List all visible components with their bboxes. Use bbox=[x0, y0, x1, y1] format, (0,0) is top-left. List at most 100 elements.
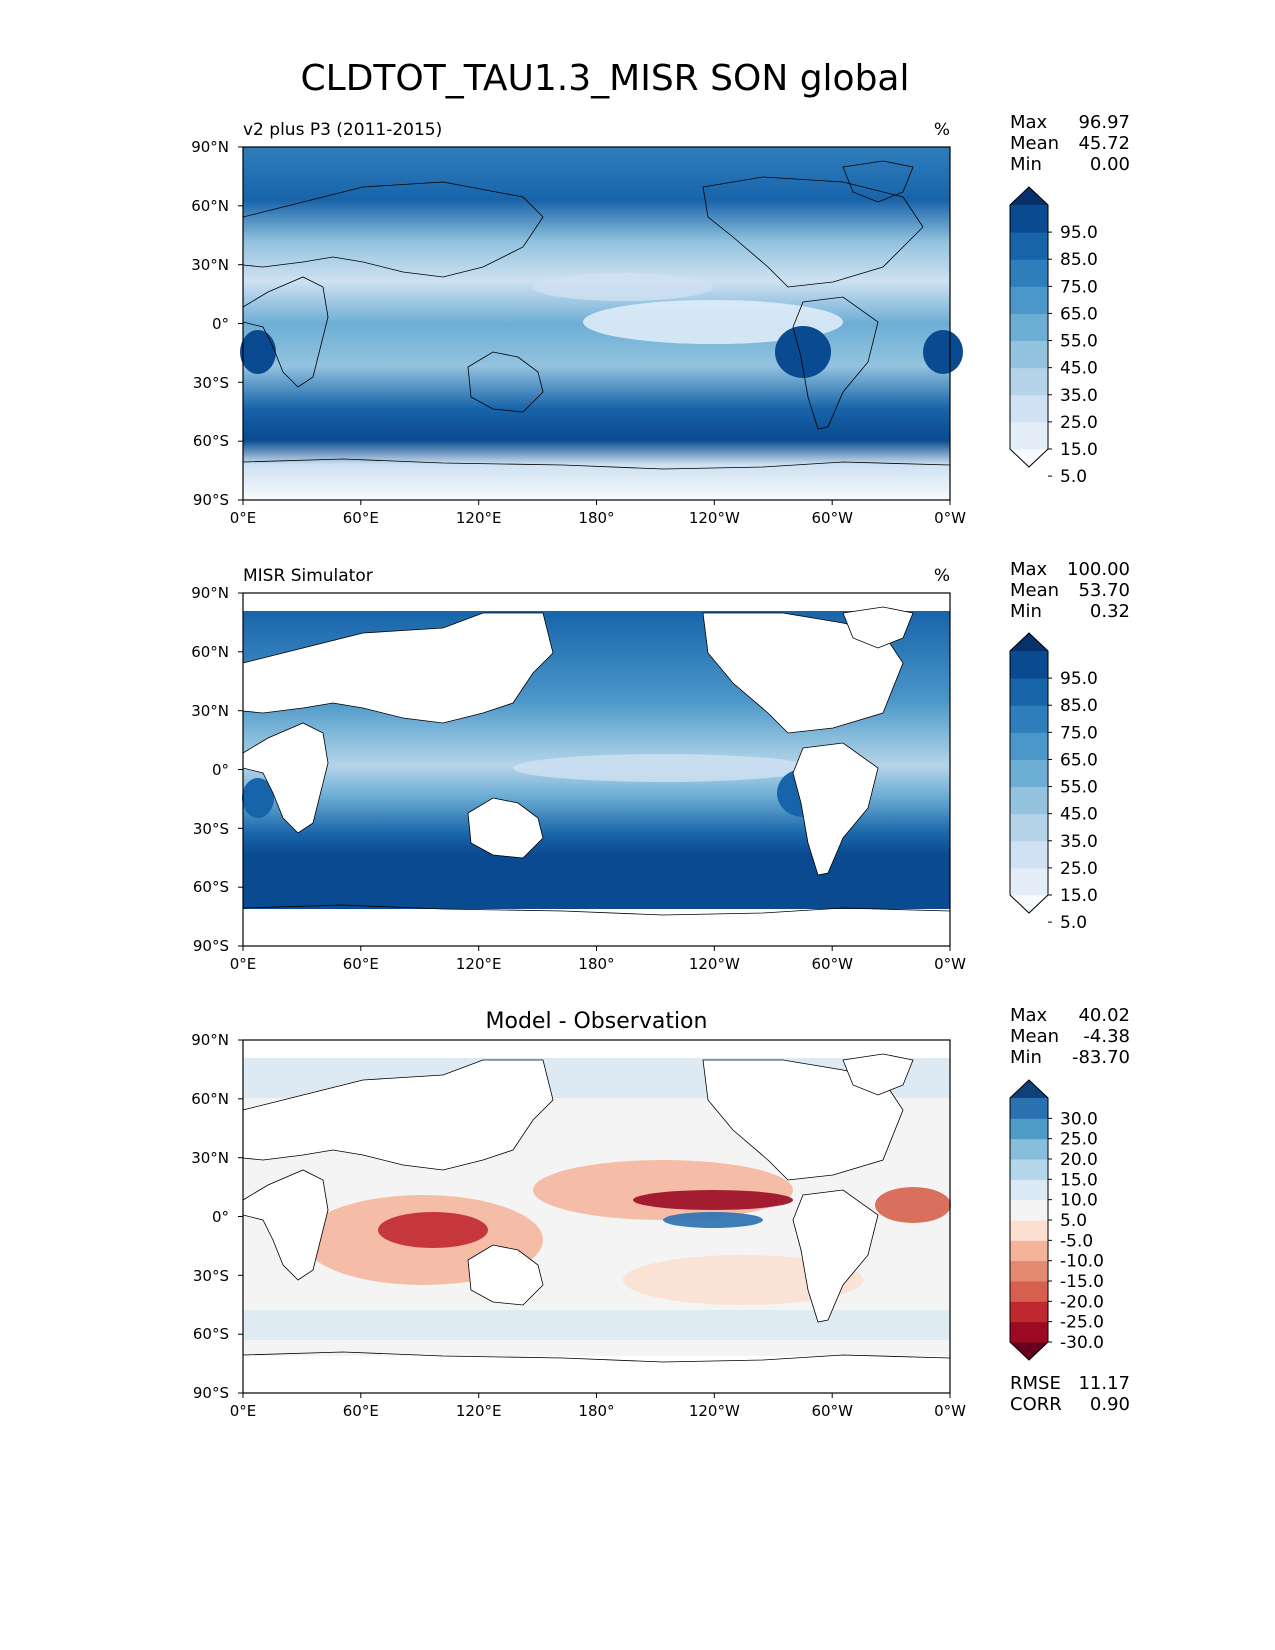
lat-tick-label: 90°N bbox=[191, 584, 229, 602]
field-feature bbox=[775, 326, 831, 378]
colorbar-segment bbox=[1010, 813, 1048, 842]
panel-observation: MISR Simulator % 90°N 60°N 30°N 0° bbox=[191, 566, 966, 973]
lon-tick-label: 60°W bbox=[811, 509, 853, 527]
stat-value: 96.97 bbox=[1078, 112, 1130, 133]
lon-tick-label: 0°W bbox=[934, 509, 966, 527]
colorbar-label: 25.0 bbox=[1060, 859, 1098, 879]
panel-units: % bbox=[934, 566, 950, 586]
land-australia bbox=[467, 1244, 544, 1306]
stat-value: 100.00 bbox=[1067, 559, 1130, 580]
rmse-value: 11.17 bbox=[1078, 1373, 1130, 1394]
colorbar-label: 5.0 bbox=[1060, 467, 1087, 487]
coastline-antarctica bbox=[242, 1351, 951, 1363]
field-feature bbox=[633, 1190, 793, 1210]
colorbar-difference: 30.025.020.015.010.05.0-5.0-10.0-15.0-20… bbox=[1009, 1079, 1104, 1361]
field-feature bbox=[583, 300, 843, 344]
colorbar-label: 75.0 bbox=[1060, 723, 1098, 743]
lat-tick-label: 60°S bbox=[193, 878, 229, 896]
colorbar-segment bbox=[1010, 1281, 1048, 1302]
colorbar-segment bbox=[1010, 1220, 1048, 1241]
field-feature bbox=[243, 1310, 950, 1340]
colorbar-segment bbox=[1010, 678, 1048, 706]
land-north-america bbox=[702, 612, 904, 734]
lon-tick-label: 0°E bbox=[230, 1402, 257, 1420]
field-feature bbox=[533, 1160, 793, 1220]
land-eurasia bbox=[242, 612, 554, 724]
lon-tick-label: 60°E bbox=[343, 1402, 379, 1420]
panel-difference: Model - Observation 90 bbox=[191, 1009, 966, 1420]
lat-axis: 90°N 60°N 30°N 0° 30°S 60°S 90°S bbox=[191, 584, 243, 955]
colorbar-label: 15.0 bbox=[1060, 1170, 1098, 1190]
colorbar-segment bbox=[1010, 1321, 1048, 1343]
stat-label: Max bbox=[1010, 1005, 1048, 1026]
lon-tick-label: 180° bbox=[578, 1402, 614, 1420]
stat-value: 53.70 bbox=[1078, 580, 1130, 601]
colorbar-label: 45.0 bbox=[1060, 359, 1098, 379]
map-area bbox=[240, 147, 963, 500]
map-area bbox=[242, 593, 951, 946]
colorbar-segment bbox=[1010, 1240, 1048, 1262]
colorbar-label: -5.0 bbox=[1060, 1231, 1093, 1251]
colorbar-observation: 95.0 85.0 75.0 65.0 55.0 45.0 35.0 25.0 15.0 5.0 bbox=[1009, 632, 1098, 933]
colorbar-segment bbox=[1010, 1199, 1048, 1221]
colorbar-label: -15.0 bbox=[1060, 1272, 1104, 1292]
colorbar-label: 85.0 bbox=[1060, 250, 1098, 270]
coastline-antarctica bbox=[242, 458, 951, 470]
stat-value: 0.00 bbox=[1090, 154, 1130, 175]
colorbar-label: 5.0 bbox=[1060, 1211, 1087, 1231]
rmse-label: RMSE bbox=[1010, 1373, 1061, 1394]
lon-tick-label: 60°E bbox=[343, 509, 379, 527]
colorbar-segment bbox=[1010, 259, 1048, 287]
lat-tick-label: 90°S bbox=[193, 1384, 229, 1402]
panel-model: v2 plus P3 (2011-2015) % 90°N bbox=[191, 120, 966, 527]
colorbar-extend-max bbox=[1010, 633, 1048, 651]
coastline-australia bbox=[467, 351, 544, 413]
colorbar-label: 35.0 bbox=[1060, 832, 1098, 852]
lon-tick-label: 120°W bbox=[689, 955, 740, 973]
colorbar-extend-max bbox=[1010, 187, 1048, 205]
lat-tick-label: 30°N bbox=[191, 256, 229, 274]
stat-label: Min bbox=[1010, 601, 1042, 622]
colorbar-segment bbox=[1010, 421, 1048, 450]
colorbar-extend-min bbox=[1010, 449, 1048, 467]
stats-observation: Max 100.00 Mean 53.70 Min 0.32 bbox=[1010, 559, 1130, 622]
colorbar-label: -30.0 bbox=[1060, 1333, 1104, 1353]
lon-tick-label: 60°E bbox=[343, 955, 379, 973]
colorbar-label: 35.0 bbox=[1060, 386, 1098, 406]
lon-tick-label: 0°W bbox=[934, 955, 966, 973]
map-area bbox=[242, 1040, 951, 1393]
coastline-africa bbox=[242, 276, 329, 388]
coastline-south-america bbox=[792, 296, 879, 430]
colorbar-label: 15.0 bbox=[1060, 440, 1098, 460]
panel-left-title: MISR Simulator bbox=[243, 566, 373, 586]
colorbar-model: 95.0 85.0 75.0 65.0 55.0 45.0 35.0 25.0 15.0 5.0 bbox=[1009, 186, 1098, 487]
coastline-eurasia bbox=[242, 181, 544, 278]
colorbar-label: 55.0 bbox=[1060, 778, 1098, 798]
colorbar-segment bbox=[1010, 286, 1048, 314]
colorbar-outline bbox=[1009, 1079, 1049, 1361]
colorbar-segment bbox=[1010, 1118, 1048, 1140]
field-feature bbox=[533, 273, 713, 301]
lat-tick-label: 30°S bbox=[193, 374, 229, 392]
land-south-america bbox=[792, 742, 879, 876]
colorbar-segment bbox=[1010, 367, 1048, 396]
lat-tick-label: 30°S bbox=[193, 1267, 229, 1285]
stat-label: Mean bbox=[1010, 133, 1059, 154]
lon-tick-label: 0°E bbox=[230, 955, 257, 973]
field-feature bbox=[875, 1187, 951, 1223]
lon-tick-label: 120°E bbox=[456, 1402, 502, 1420]
lon-tick-label: 120°W bbox=[689, 509, 740, 527]
colorbar-segment bbox=[1010, 705, 1048, 733]
colorbar-label: 65.0 bbox=[1060, 750, 1098, 770]
lat-tick-label: 60°N bbox=[191, 1090, 229, 1108]
land-australia bbox=[467, 797, 544, 859]
stat-label: Min bbox=[1010, 1047, 1042, 1068]
colorbar-label: 95.0 bbox=[1060, 223, 1098, 243]
coastline-greenland bbox=[842, 160, 914, 203]
lon-tick-label: 60°W bbox=[811, 955, 853, 973]
colorbar-label: -10.0 bbox=[1060, 1252, 1104, 1272]
stat-value: 0.32 bbox=[1090, 601, 1130, 622]
colorbar-extend-min bbox=[1010, 1342, 1048, 1360]
lat-tick-label: 30°N bbox=[191, 702, 229, 720]
colorbar-segment bbox=[1010, 1301, 1048, 1323]
